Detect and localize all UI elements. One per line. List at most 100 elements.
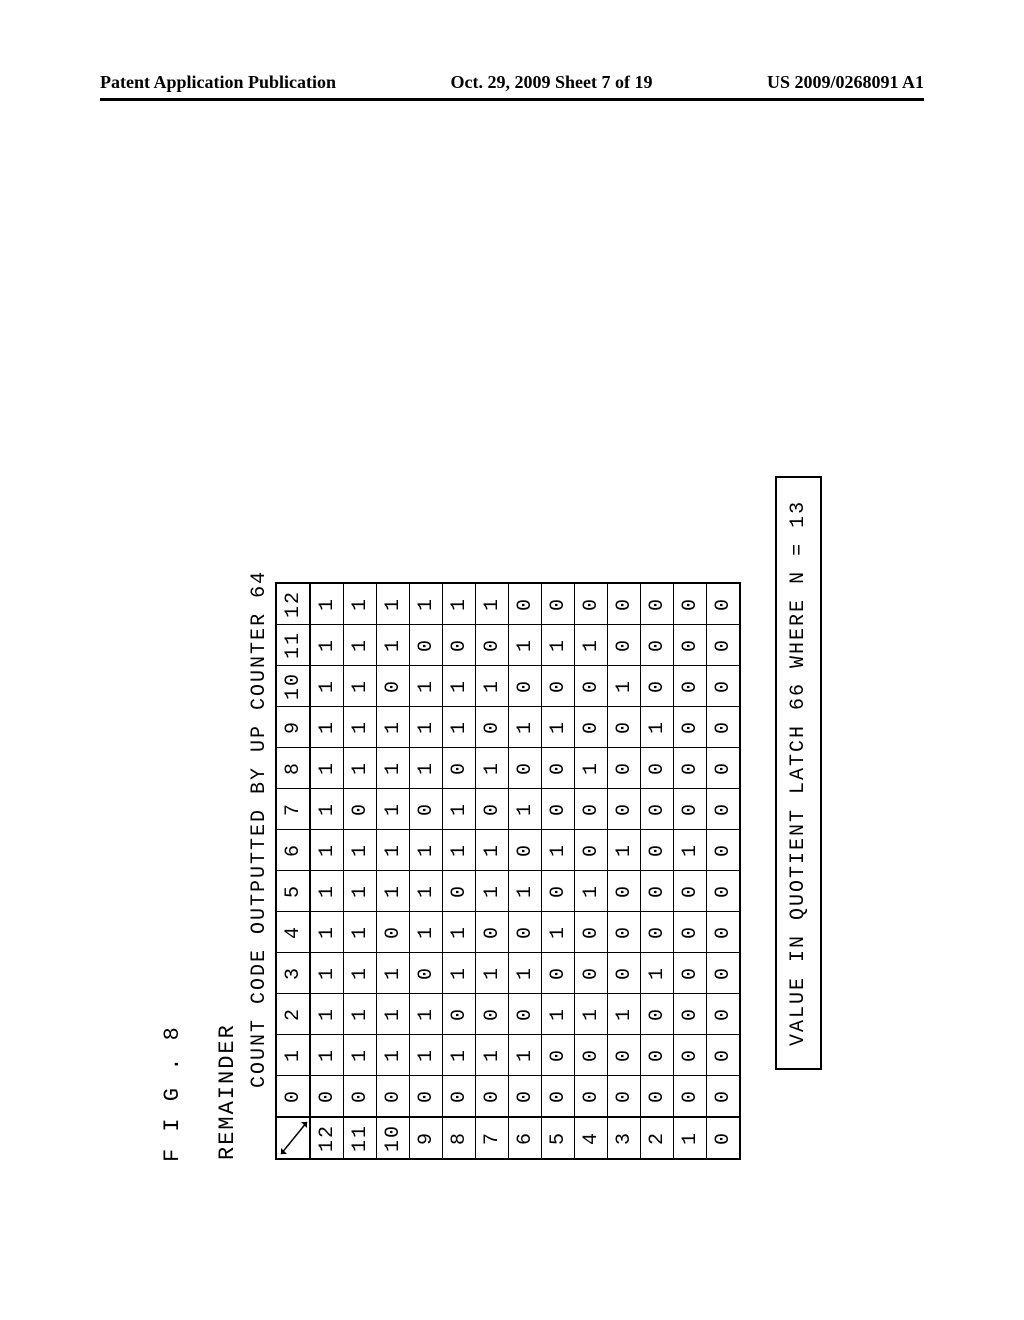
table-row: 120111111111111	[310, 583, 344, 1159]
cell: 0	[674, 666, 707, 707]
cell: 1	[476, 953, 509, 994]
cell: 0	[608, 953, 641, 994]
col-header: 6	[276, 830, 310, 871]
cell: 1	[509, 1035, 542, 1076]
cell: 1	[443, 1035, 476, 1076]
cell: 0	[443, 994, 476, 1035]
cell: 1	[509, 625, 542, 666]
cell: 0	[509, 994, 542, 1035]
cell: 1	[344, 1035, 377, 1076]
cell: 0	[410, 625, 443, 666]
cell: 0	[707, 830, 741, 871]
row-header: 11	[344, 1117, 377, 1159]
cell: 1	[476, 666, 509, 707]
table-row: 20001000001000	[641, 583, 674, 1159]
cell: 0	[608, 748, 641, 789]
cell: 0	[707, 1035, 741, 1076]
row-header: 4	[575, 1117, 608, 1159]
cell: 0	[608, 583, 641, 625]
table-row: 110111111011111	[344, 583, 377, 1159]
caption-text: VALUE IN QUOTIENT LATCH 66 WHERE N = 13	[787, 500, 810, 1046]
cell: 0	[542, 953, 575, 994]
cell: 1	[310, 912, 344, 953]
cell: 0	[674, 625, 707, 666]
cell: 0	[641, 1035, 674, 1076]
table-row: 60101010101010	[509, 583, 542, 1159]
cell: 0	[707, 994, 741, 1035]
cell: 1	[509, 707, 542, 748]
cell: 1	[310, 707, 344, 748]
cell: 0	[410, 953, 443, 994]
col-header: 8	[276, 748, 310, 789]
cell: 0	[608, 1076, 641, 1118]
cell: 0	[542, 666, 575, 707]
cell: 0	[410, 1076, 443, 1118]
cell: 1	[476, 1035, 509, 1076]
cell: 0	[608, 707, 641, 748]
cell: 0	[443, 1076, 476, 1118]
cell: 0	[476, 707, 509, 748]
table-body: 120111111111111 110111111011111 10011101…	[310, 583, 740, 1159]
col-header: 2	[276, 994, 310, 1035]
cell: 1	[377, 625, 410, 666]
cell: 1	[641, 707, 674, 748]
cell: 1	[509, 953, 542, 994]
cell: 0	[575, 1076, 608, 1118]
cell: 1	[542, 707, 575, 748]
cell: 1	[476, 830, 509, 871]
cell: 0	[377, 912, 410, 953]
table-wrap: 0 1 2 3 4 5 6 7 8 9 10 11 12	[275, 476, 741, 1160]
cell: 0	[641, 1076, 674, 1118]
row-header: 12	[310, 1117, 344, 1159]
cell: 1	[443, 666, 476, 707]
cell: 1	[575, 871, 608, 912]
cell: 1	[443, 789, 476, 830]
cell: 1	[542, 994, 575, 1035]
col-header: 0	[276, 1076, 310, 1118]
cell: 0	[641, 625, 674, 666]
cell: 0	[674, 912, 707, 953]
cell: 0	[674, 1076, 707, 1118]
cell: 0	[608, 871, 641, 912]
cell: 0	[674, 871, 707, 912]
cell: 0	[410, 789, 443, 830]
cell: 0	[476, 789, 509, 830]
cell: 1	[310, 953, 344, 994]
cell: 0	[575, 789, 608, 830]
cell: 0	[674, 953, 707, 994]
row-header: 9	[410, 1117, 443, 1159]
cell: 1	[410, 707, 443, 748]
header-center: Oct. 29, 2009 Sheet 7 of 19	[451, 72, 653, 93]
header-right: US 2009/0268091 A1	[767, 72, 924, 93]
cell: 1	[344, 871, 377, 912]
cell: 0	[641, 789, 674, 830]
cell: 1	[344, 912, 377, 953]
labels-row: REMAINDER	[215, 476, 240, 1160]
cell: 1	[344, 830, 377, 871]
cell: 1	[344, 625, 377, 666]
table-row: 10000001000000	[674, 583, 707, 1159]
cell: 0	[542, 583, 575, 625]
cell: 0	[542, 748, 575, 789]
table-row: 70101011010101	[476, 583, 509, 1159]
cell: 0	[641, 912, 674, 953]
cell: 0	[377, 1076, 410, 1118]
cell: 1	[476, 871, 509, 912]
remainder-label: REMAINDER	[215, 1023, 240, 1160]
cell: 0	[575, 830, 608, 871]
cell: 0	[542, 871, 575, 912]
col-header: 7	[276, 789, 310, 830]
cell: 0	[509, 830, 542, 871]
cell: 1	[575, 994, 608, 1035]
cell: 1	[608, 666, 641, 707]
cell: 1	[310, 748, 344, 789]
row-header: 8	[443, 1117, 476, 1159]
cell: 0	[509, 583, 542, 625]
table-row: 00000000000000	[707, 583, 741, 1159]
col-header: 3	[276, 953, 310, 994]
cell: 0	[443, 625, 476, 666]
cell: 0	[674, 1035, 707, 1076]
table-row: 40010010010010	[575, 583, 608, 1159]
cell: 1	[542, 912, 575, 953]
cell: 0	[476, 625, 509, 666]
